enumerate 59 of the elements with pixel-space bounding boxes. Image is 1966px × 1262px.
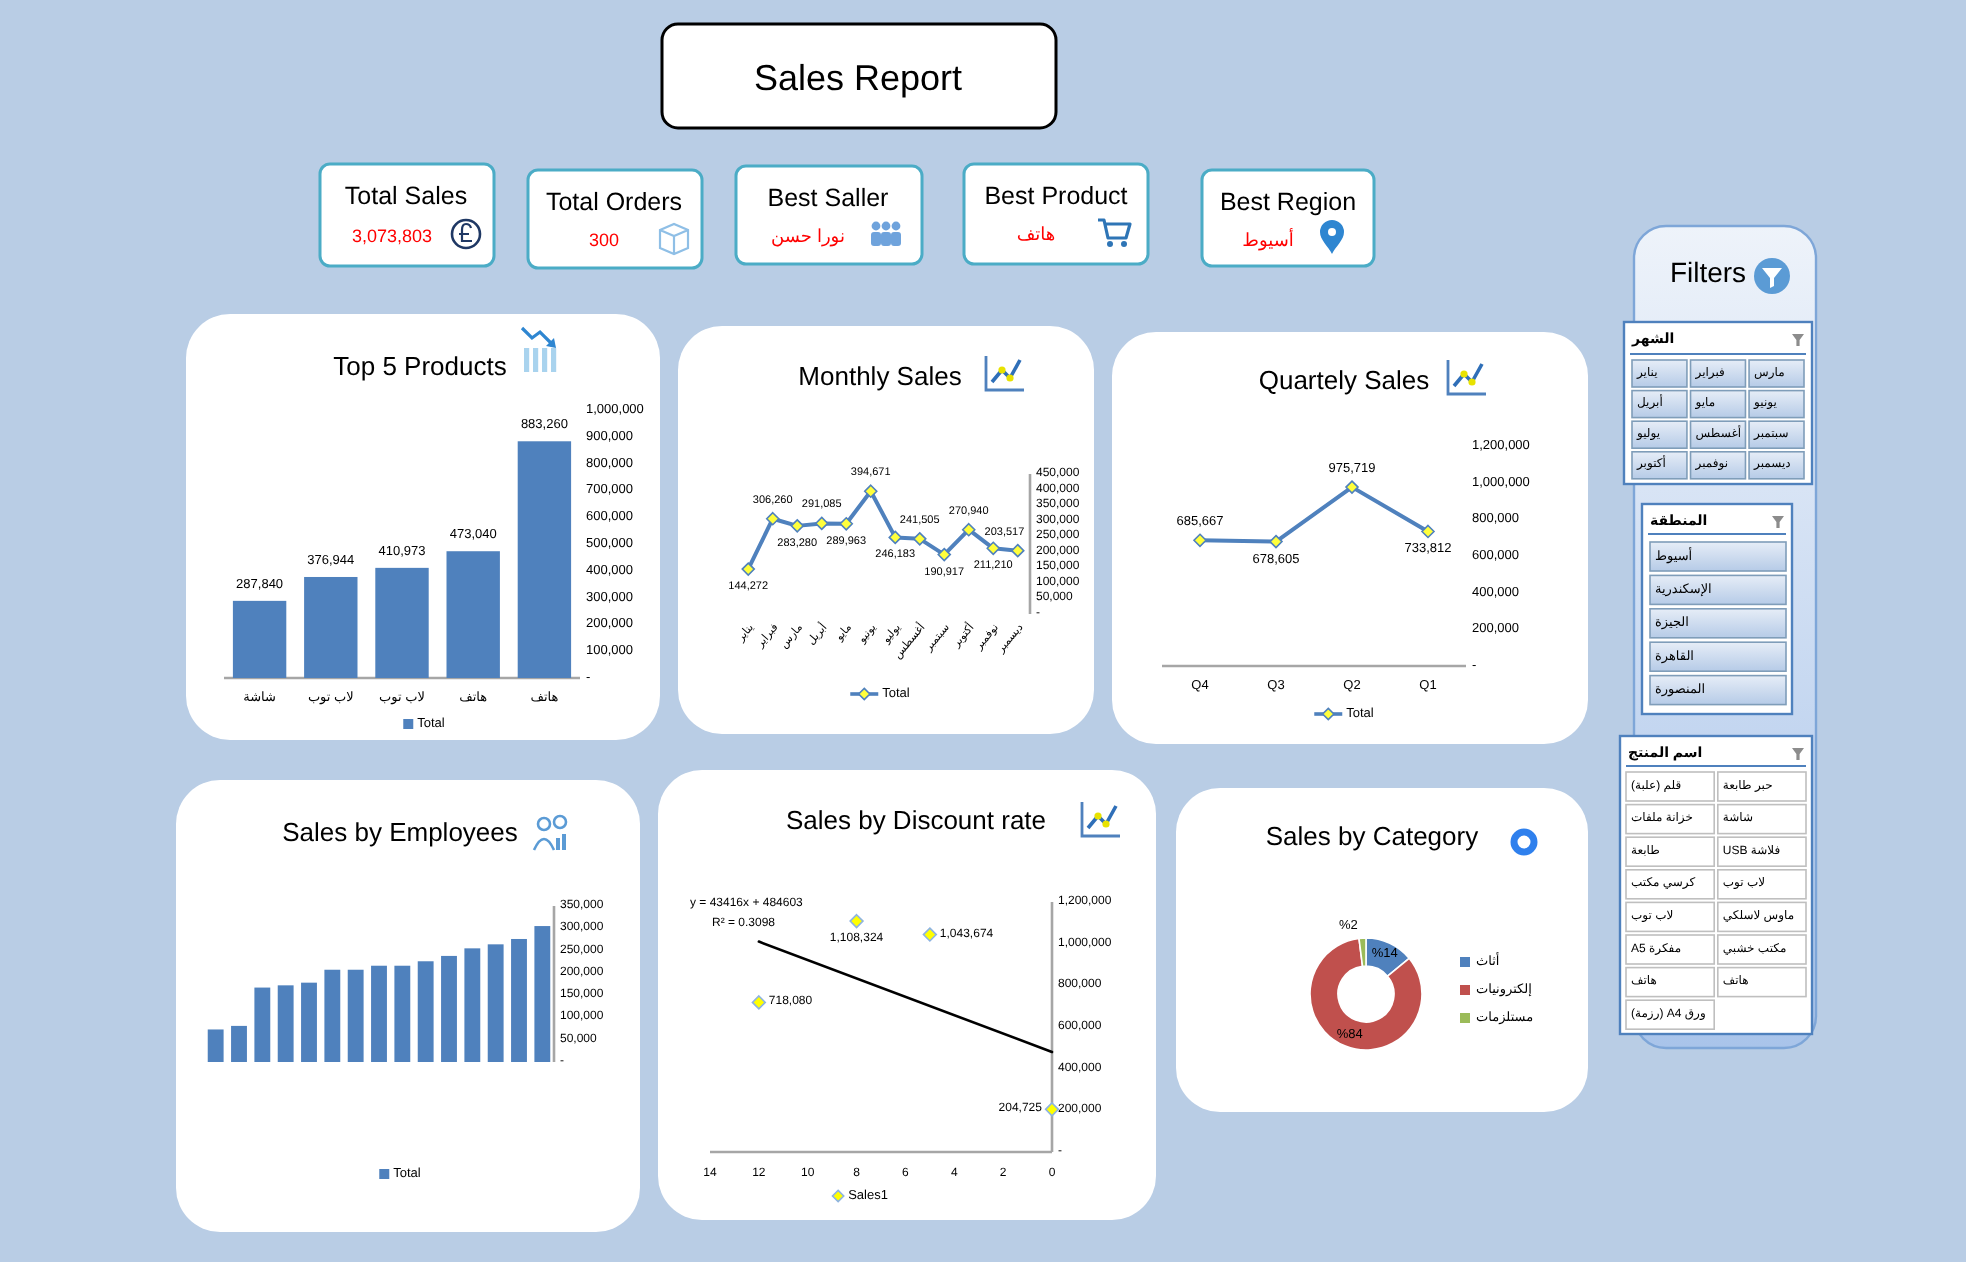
point [986,541,1001,556]
bar [417,961,434,1062]
point [814,516,829,531]
bar [371,965,387,1062]
bar [254,987,271,1062]
bar [441,955,457,1062]
point [1193,533,1207,548]
bar [324,969,341,1062]
text: نورا حسن [771,226,845,248]
text: Total Sales [344,182,468,210]
bar [375,567,429,678]
bar [304,576,358,678]
chart-title: Sales by Category [1265,821,1480,851]
text: Best Region [1219,188,1357,216]
text: 300 [588,230,620,250]
text: هاتف [1016,224,1056,244]
point [912,532,927,546]
donut-slice [1309,937,1423,1051]
point [1010,543,1025,558]
bar [534,926,551,1062]
point [1345,480,1359,494]
chart-title: Sales by Employees [282,817,519,847]
point [849,913,864,929]
point [741,562,756,576]
bar [207,1029,224,1062]
text: 3,073,803 [351,226,433,246]
text: Total Orders [545,188,683,216]
bar [487,944,504,1062]
point [790,519,805,533]
point [922,927,938,942]
chart-title: Quartely Sales [1258,365,1431,395]
text: Best Saller [767,184,889,212]
point [1421,524,1435,539]
point [937,547,952,562]
text: Filters [1669,256,1747,288]
point [863,484,878,499]
point [839,516,854,531]
chart-title: Monthly Sales [798,361,963,391]
bar [517,441,572,678]
point [961,522,976,537]
text: أسيوط [1242,228,1294,252]
point [751,995,767,1010]
bar [446,551,500,678]
chart-title: Top 5 Products [333,351,508,381]
bar [347,969,364,1062]
point [765,511,780,526]
chart-title: Sales by Discount rate [785,805,1047,835]
point [888,530,903,545]
bar [511,938,527,1062]
bar [301,982,317,1062]
bar [277,985,294,1062]
point [1044,1102,1060,1117]
point [1269,534,1283,549]
bar [232,600,287,678]
text: Best Product [984,182,1129,210]
text: Sales Report [753,58,963,98]
bar [231,1025,247,1062]
bar [464,948,481,1062]
bar [394,965,411,1062]
